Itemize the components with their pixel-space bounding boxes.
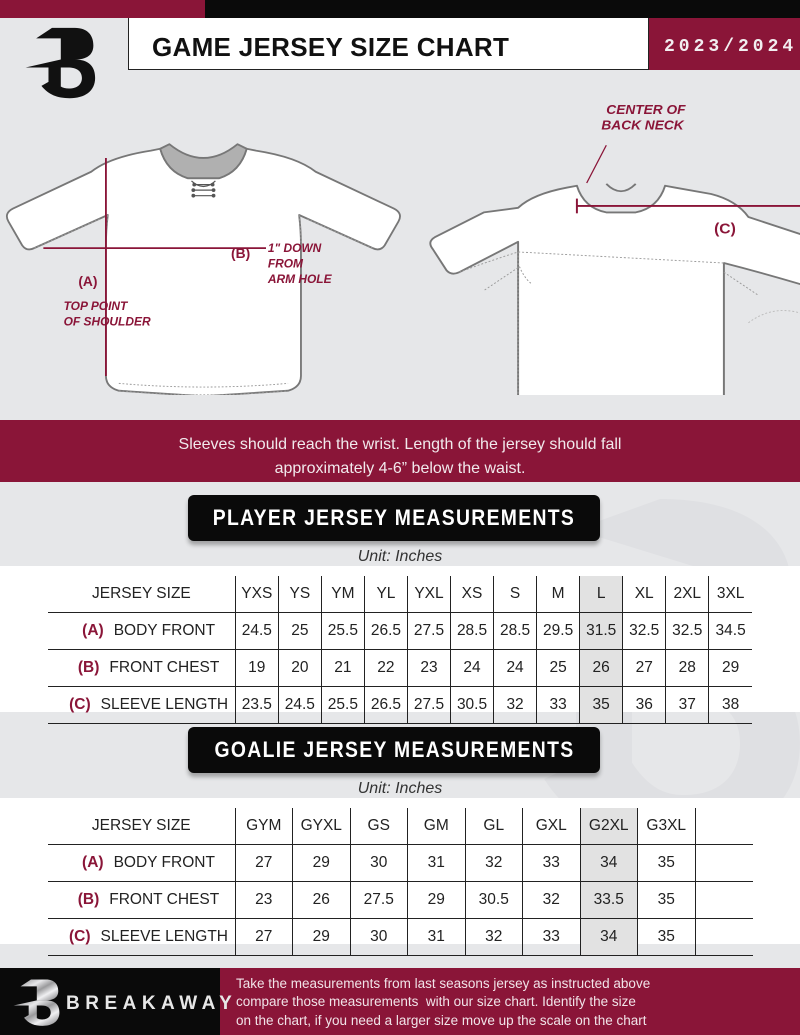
- svg-text:TOP POINT: TOP POINT: [64, 299, 129, 313]
- svg-text:1" DOWN: 1" DOWN: [268, 241, 322, 255]
- svg-text:CENTER OF: CENTER OF: [606, 102, 686, 117]
- svg-text:ARM HOLE: ARM HOLE: [267, 272, 333, 286]
- svg-text:(C): (C): [714, 221, 736, 237]
- svg-text:OF SHOULDER: OF SHOULDER: [64, 314, 151, 328]
- svg-text:(A): (A): [78, 274, 97, 289]
- svg-text:FROM: FROM: [268, 256, 304, 270]
- svg-text:BACK NECK: BACK NECK: [601, 118, 685, 133]
- svg-text:(B): (B): [231, 246, 250, 261]
